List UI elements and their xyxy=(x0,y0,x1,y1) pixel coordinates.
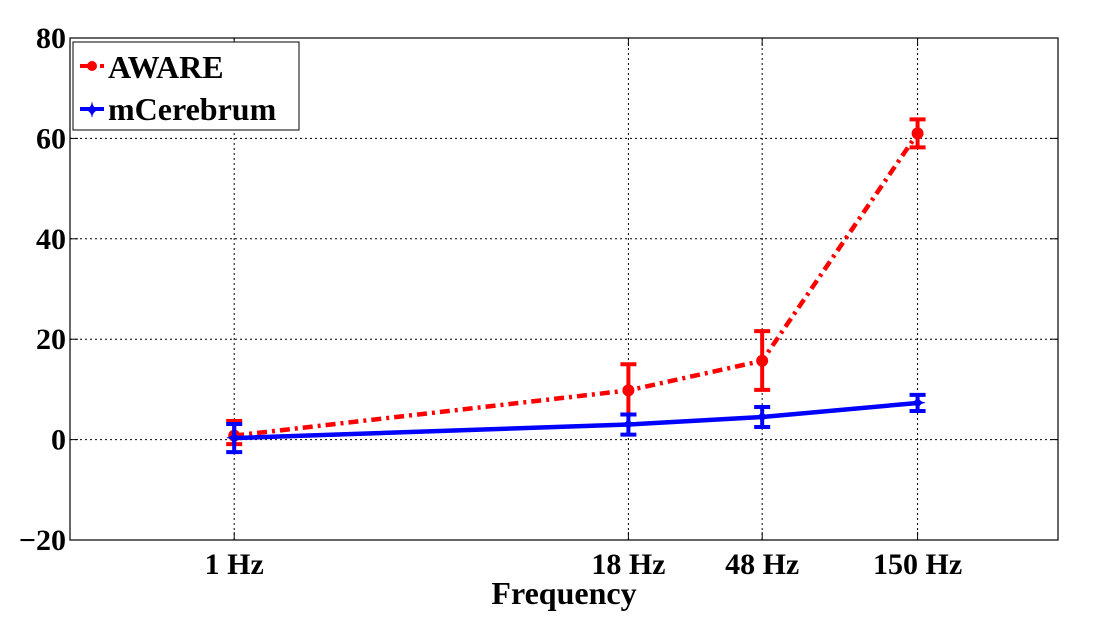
series-layer: ✦ ✦ ✦ ✦ xyxy=(226,117,926,455)
y-tick-label: −20 xyxy=(19,524,66,557)
data-point: ✦ xyxy=(754,407,771,429)
y-tick-label: 80 xyxy=(36,22,66,55)
legend-marker-mcerebrum: ✦ xyxy=(84,100,101,122)
axes: −20 0 20 40 60 80 1 Hz 18 Hz 48 Hz 150 Hz xyxy=(19,22,1059,581)
series-aware xyxy=(226,117,926,447)
data-point: ✦ xyxy=(620,415,637,437)
series-line-mcerebrum xyxy=(234,400,918,441)
data-point xyxy=(911,127,924,140)
x-tick-label: 48 Hz xyxy=(725,548,799,581)
y-tick-label: 20 xyxy=(36,323,66,356)
data-point xyxy=(622,384,635,397)
x-tick-label: 150 Hz xyxy=(873,548,962,581)
legend: AWARE ✦ mCerebrum xyxy=(72,41,300,131)
y-tick-label: 0 xyxy=(51,424,66,457)
plot-frame xyxy=(69,37,1059,541)
data-point: ✦ xyxy=(226,428,243,450)
data-point xyxy=(756,354,769,367)
x-tick-label: 1 Hz xyxy=(205,548,264,581)
legend-label-aware: AWARE xyxy=(108,49,224,85)
y-tick-label: 40 xyxy=(36,223,66,256)
x-tick-label: 18 Hz xyxy=(591,548,665,581)
legend-box xyxy=(72,41,300,131)
x-axis-label: Frequency xyxy=(491,575,636,611)
data-point: ✦ xyxy=(909,393,926,415)
legend-label-mcerebrum: mCerebrum xyxy=(108,91,277,127)
grid xyxy=(70,38,1058,540)
y-tick-label: 60 xyxy=(36,122,66,155)
series-line-aware xyxy=(233,132,920,438)
legend-marker-aware xyxy=(87,61,97,71)
series-mcerebrum: ✦ ✦ ✦ ✦ xyxy=(226,392,926,455)
